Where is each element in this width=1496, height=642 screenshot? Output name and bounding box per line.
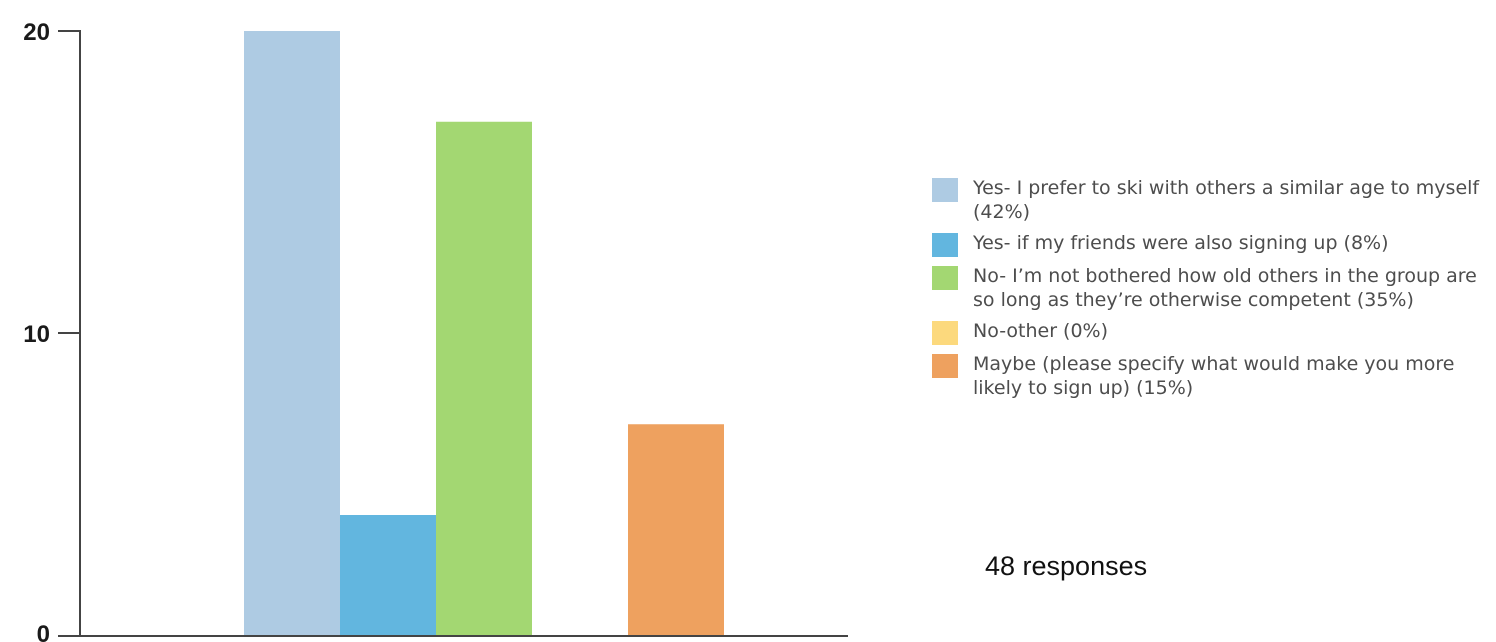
y-tick-label-0: 0 [37, 621, 50, 642]
legend-swatch [932, 266, 958, 290]
legend-item: Yes- if my friends were also signing up … [932, 231, 1492, 257]
legend-item: No-other (0%) [932, 319, 1492, 345]
legend-swatch [932, 178, 958, 202]
legend-swatch [932, 321, 958, 345]
legend: Yes- I prefer to ski with others a simil… [932, 176, 1492, 407]
bar-2 [340, 515, 436, 636]
legend-label: No-other (0%) [973, 320, 1109, 342]
legend-label: Maybe (please specify what would make yo… [973, 353, 1455, 399]
bar-5 [628, 424, 724, 636]
legend-label: Yes- if my friends were also signing up … [973, 232, 1389, 254]
legend-item: Yes- I prefer to ski with others a simil… [932, 176, 1492, 224]
bar-3 [436, 121, 532, 636]
legend-item: No- I’m not bothered how old others in t… [932, 264, 1492, 312]
legend-label: No- I’m not bothered how old others in t… [973, 265, 1477, 311]
legend-swatch [932, 233, 958, 257]
y-tick-label-20: 20 [23, 19, 50, 46]
legend-label: Yes- I prefer to ski with others a simil… [973, 177, 1480, 223]
legend-item: Maybe (please specify what would make yo… [932, 352, 1492, 400]
responses-count: 48 responses [985, 551, 1148, 581]
legend-swatch [932, 354, 958, 378]
bar-1 [244, 31, 340, 636]
y-tick-label-10: 10 [23, 321, 50, 348]
bars-group [244, 31, 724, 636]
